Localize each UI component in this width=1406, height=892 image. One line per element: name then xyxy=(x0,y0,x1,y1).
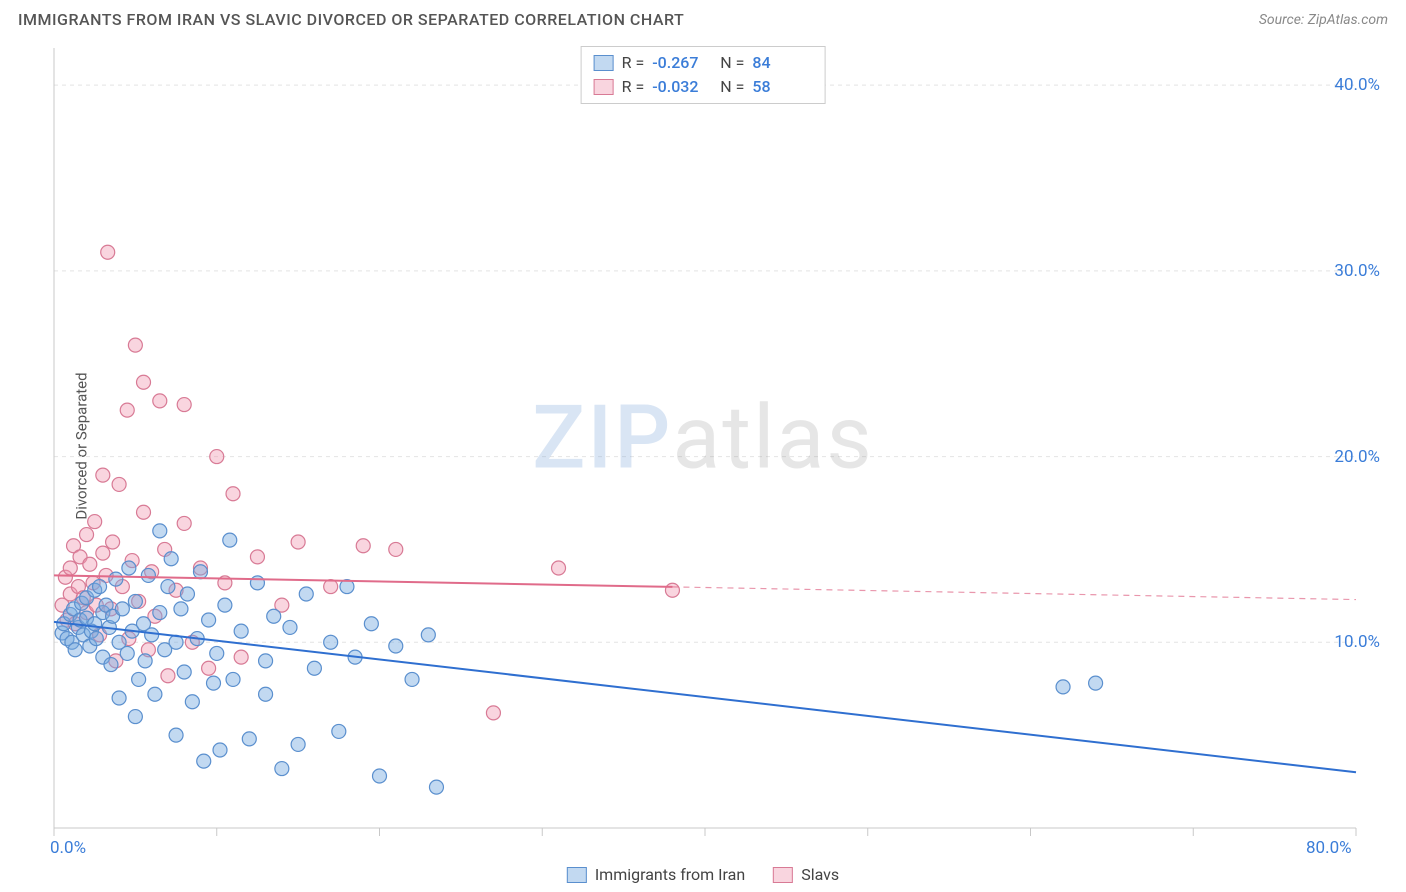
r-value-iran: -0.267 xyxy=(652,51,712,75)
chart-container: 10.0%20.0%30.0%40.0%0.0%80.0% xyxy=(48,44,1388,844)
legend-label-iran: Immigrants from Iran xyxy=(595,865,745,884)
legend-row-iran: R = -0.267 N = 84 xyxy=(594,51,813,75)
n-label: N = xyxy=(720,51,744,75)
swatch-icon xyxy=(567,867,587,883)
r-label: R = xyxy=(622,51,645,75)
n-value-iran: 84 xyxy=(752,51,812,75)
y-tick-label: 40.0% xyxy=(1334,75,1380,95)
swatch-icon xyxy=(773,867,793,883)
chart-header: IMMIGRANTS FROM IRAN VS SLAVIC DIVORCED … xyxy=(0,0,1406,35)
legend-item-iran: Immigrants from Iran xyxy=(567,865,745,884)
chart-title: IMMIGRANTS FROM IRAN VS SLAVIC DIVORCED … xyxy=(18,10,684,29)
legend-item-slavs: Slavs xyxy=(773,865,839,884)
x-tick-label: 0.0% xyxy=(50,838,86,858)
y-tick-label: 10.0% xyxy=(1334,632,1380,652)
swatch-icon xyxy=(594,79,614,95)
source-attribution: Source: ZipAtlas.com xyxy=(1259,12,1388,28)
scatter-chart xyxy=(48,44,1388,844)
x-tick-label: 80.0% xyxy=(1306,838,1352,858)
source-name: ZipAtlas.com xyxy=(1308,12,1388,28)
r-label: R = xyxy=(622,75,645,99)
legend-label-slavs: Slavs xyxy=(801,865,839,884)
y-tick-label: 30.0% xyxy=(1334,261,1380,281)
n-value-slavs: 58 xyxy=(752,75,812,99)
legend-row-slavs: R = -0.032 N = 58 xyxy=(594,75,813,99)
n-label: N = xyxy=(720,75,744,99)
y-tick-label: 20.0% xyxy=(1334,447,1380,467)
series-legend: Immigrants from Iran Slavs xyxy=(567,865,839,884)
r-value-slavs: -0.032 xyxy=(652,75,712,99)
source-label: Source: xyxy=(1259,12,1304,28)
correlation-legend: R = -0.267 N = 84 R = -0.032 N = 58 xyxy=(581,46,826,104)
swatch-icon xyxy=(594,55,614,71)
